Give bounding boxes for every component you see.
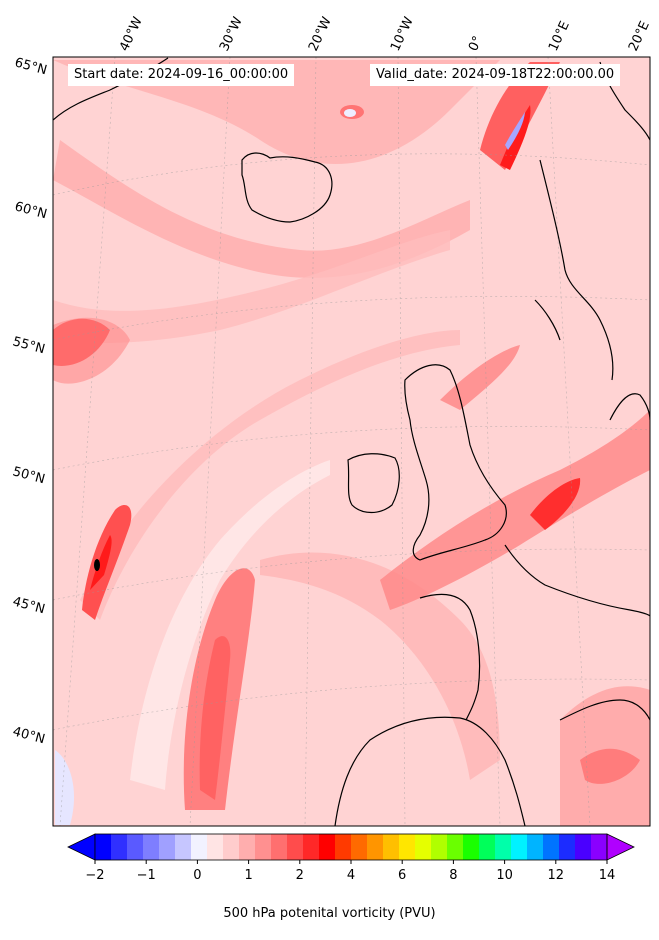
map-frame <box>52 56 651 827</box>
lon-label: 20°W <box>306 15 335 54</box>
colorbar-tick-label: 8 <box>449 868 457 883</box>
lon-label: 20°E <box>626 19 653 54</box>
colorbar-swatch <box>175 834 192 860</box>
colorbar-swatch <box>111 834 128 860</box>
colorbar-swatch <box>431 834 448 860</box>
colorbar-swatch <box>271 834 288 860</box>
start-date-label: Start date: 2024-09-16_00:00:00 <box>68 64 295 86</box>
colorbar-tick-label: 10 <box>496 868 513 883</box>
lat-label: 60°N <box>13 199 49 222</box>
colorbar-swatch <box>95 834 112 860</box>
colorbar-swatch <box>399 834 416 860</box>
colorbar-swatch <box>543 834 560 860</box>
lat-label: 45°N <box>11 594 47 617</box>
colorbar-swatch <box>127 834 144 860</box>
colorbar: −2 −1 0 1 2 4 6 8 10 12 14 <box>67 833 635 883</box>
colorbar-swatch <box>143 834 160 860</box>
valid-date-label: Valid_date: 2024-09-18T22:00:00.00 <box>370 64 621 86</box>
lat-label: 50°N <box>11 464 47 487</box>
colorbar-swatch <box>367 834 384 860</box>
colorbar-swatch <box>591 834 608 860</box>
colorbar-swatch <box>527 834 544 860</box>
colorbar-swatch <box>463 834 480 860</box>
colorbar-tick-label: 12 <box>548 868 565 883</box>
colorbar-swatch <box>511 834 528 860</box>
colorbar-swatch <box>559 834 576 860</box>
colorbar-swatch <box>255 834 272 860</box>
lon-label: 0° <box>466 34 486 54</box>
lat-label: 55°N <box>11 334 47 357</box>
lon-label: 10°E <box>546 19 573 54</box>
colorbar-tick-label: 14 <box>599 868 616 883</box>
colorbar-swatch <box>335 834 352 860</box>
colorbar-tick-label: −1 <box>137 868 156 883</box>
colorbar-swatch <box>351 834 368 860</box>
colorbar-title: 500 hPa potenital vorticity (PVU) <box>223 906 436 921</box>
colorbar-under-arrow <box>67 833 96 861</box>
lon-label: 30°W <box>217 15 246 54</box>
lon-label: 40°W <box>117 15 146 54</box>
colorbar-tick-label: 0 <box>193 868 201 883</box>
colorbar-swatch <box>447 834 464 860</box>
colorbar-swatch <box>159 834 176 860</box>
colorbar-swatch <box>303 834 320 860</box>
colorbar-swatch <box>479 834 496 860</box>
colorbar-tick-label: 1 <box>244 868 252 883</box>
colorbar-tick-label: −2 <box>85 868 104 883</box>
colorbar-swatch <box>383 834 400 860</box>
lon-label: 10°W <box>388 15 417 54</box>
colorbar-swatch <box>239 834 256 860</box>
colorbar-over-arrow <box>606 833 635 861</box>
colorbar-tick-label: 4 <box>347 868 355 883</box>
colorbar-tick-label: 6 <box>398 868 406 883</box>
colorbar-swatch <box>319 834 336 860</box>
colorbar-swatch <box>191 834 208 860</box>
colorbar-swatch <box>223 834 240 860</box>
colorbar-swatch <box>495 834 512 860</box>
colorbar-swatch <box>207 834 224 860</box>
lat-label: 65°N <box>13 55 49 78</box>
pv-field <box>53 57 650 826</box>
colorbar-swatch <box>415 834 432 860</box>
colorbar-swatch <box>287 834 304 860</box>
colorbar-swatch <box>575 834 592 860</box>
lat-label: 40°N <box>11 724 47 747</box>
colorbar-tick-label: 2 <box>296 868 304 883</box>
